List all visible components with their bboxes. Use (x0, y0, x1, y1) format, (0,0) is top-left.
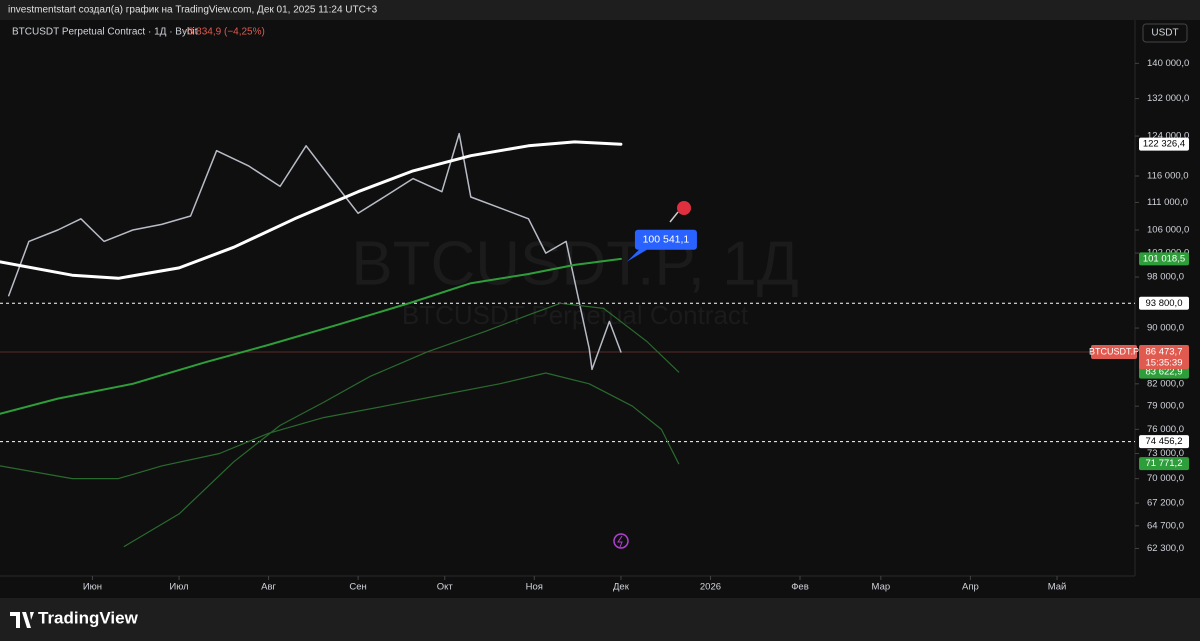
chart-title: BTCUSDT Perpetual Contract · 1Д · Bybit (12, 27, 198, 38)
callout-pointer (626, 247, 647, 262)
header-text: investmentstart создал(а) график на Trad… (8, 4, 378, 16)
x-tick-label: Фев (791, 582, 809, 593)
price-tag-label: 74 456,2 (1146, 436, 1183, 447)
x-tick-label: Окт (437, 582, 454, 593)
brand: TradingView (38, 608, 139, 627)
y-tick-label: 64 700,0 (1147, 520, 1184, 531)
x-tick-label: Сен (349, 582, 366, 593)
watermark-subtitle: BTCUSDT Perpetual Contract (402, 300, 749, 330)
x-tick-label: Май (1048, 582, 1067, 593)
y-tick-label: 73 000,0 (1147, 448, 1184, 459)
series-line (7, 132, 622, 371)
x-tick-label: 2026 (700, 582, 721, 593)
price-change: −3 834,9 (−4,25%) (182, 27, 265, 38)
top-bar (0, 0, 1200, 20)
price-tag-label: 71 771,2 (1146, 458, 1183, 469)
y-tick-label: 116 000,0 (1147, 171, 1189, 182)
series-line (0, 372, 680, 480)
logo (10, 612, 34, 628)
x-tick-label: Авг (261, 582, 276, 593)
x-tick-label: Июл (169, 582, 188, 593)
symbol-label: BTCUSDT.P (1089, 346, 1139, 356)
footer (0, 598, 1200, 641)
x-tick-label: Июн (83, 582, 102, 593)
callout-label: 100 541,1 (643, 233, 690, 245)
x-tick-label: Мар (872, 582, 891, 593)
y-tick-label: 62 300,0 (1147, 543, 1184, 554)
callout-box (634, 229, 697, 250)
series-line (123, 302, 680, 548)
flash-icon (613, 533, 629, 549)
y-tick-label: 70 000,0 (1147, 473, 1184, 484)
currency[interactable]: USDT (1151, 28, 1178, 39)
y-tick-label: 90 000,0 (1147, 323, 1184, 334)
price-tag (1139, 252, 1189, 266)
y-tick-label: 106 000,0 (1147, 225, 1189, 236)
y-tick-label: 124 000,0 (1147, 131, 1189, 142)
price-tag (1139, 457, 1189, 471)
last-price-label: 86 473,7 (1146, 347, 1183, 358)
countdown: 15:35:39 (1146, 358, 1183, 369)
y-tick-label: 111 000,0 (1147, 197, 1188, 208)
chart-area (0, 20, 1200, 598)
y-tick-label: 76 000,0 (1147, 424, 1184, 435)
price-tag-label: 83 622,9 (1146, 367, 1183, 378)
price-tag (1139, 435, 1189, 449)
series-line (0, 140, 623, 280)
symbol-tag (1091, 345, 1137, 360)
y-tick-label: 98 000,0 (1147, 272, 1184, 283)
y-tick-label: 132 000,0 (1147, 93, 1189, 104)
y-tick-label: 82 000,0 (1147, 378, 1184, 389)
price-tag-label: 122 326,4 (1143, 139, 1185, 150)
last-price-tag (1139, 345, 1189, 370)
y-tick-label: 67 200,0 (1147, 498, 1184, 509)
x-tick-label: Ноя (526, 582, 543, 593)
price-tag (1139, 137, 1189, 151)
currency-button[interactable] (1142, 23, 1188, 43)
price-tag-label: 93 800,0 (1146, 298, 1183, 309)
pin-icon (669, 201, 691, 223)
series-line (0, 257, 622, 415)
x-tick-label: Апр (962, 582, 979, 593)
price-tag-label: 101 018,5 (1143, 253, 1185, 264)
x-tick-label: Дек (613, 582, 630, 593)
price-tag (1139, 296, 1189, 310)
y-tick-label: 79 000,0 (1147, 401, 1184, 412)
y-tick-label: 140 000,0 (1147, 58, 1189, 69)
